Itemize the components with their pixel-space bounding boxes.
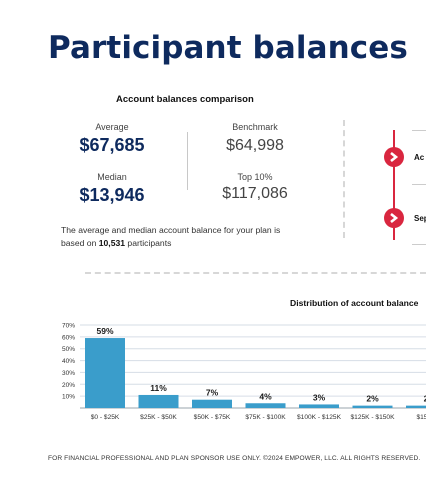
timeline-marker-1 xyxy=(384,147,404,167)
footer-disclaimer: FOR FINANCIAL PROFESSIONAL AND PLAN SPON… xyxy=(48,455,421,462)
data-label: 7% xyxy=(206,388,219,398)
benchmark-label: Benchmark xyxy=(232,122,278,132)
bar xyxy=(406,405,426,408)
timeline-line xyxy=(393,130,395,240)
data-label: 11% xyxy=(150,383,167,393)
data-label: 59% xyxy=(96,326,113,336)
timeline-item-1: Ac xyxy=(414,153,425,162)
stats-divider xyxy=(187,132,188,190)
y-tick-label: 20% xyxy=(62,382,75,389)
data-label: 3% xyxy=(313,392,326,402)
timeline-marker-2 xyxy=(384,208,404,228)
benchmark-value: $64,998 xyxy=(226,137,284,154)
balance-note: The average and median account balance f… xyxy=(61,224,306,250)
note-text: The average and median account balance f… xyxy=(61,225,281,248)
data-label: 2 xyxy=(424,394,426,404)
median-value: $13,946 xyxy=(79,185,145,205)
average-label: Average xyxy=(95,122,129,132)
bar xyxy=(138,394,179,408)
bar xyxy=(85,338,125,408)
top10-label: Top 10% xyxy=(237,172,273,182)
bar xyxy=(352,405,393,408)
average-value: $67,685 xyxy=(79,135,145,155)
chevron-right-icon xyxy=(390,213,399,223)
chevron-right-icon xyxy=(390,152,399,162)
timeline-item-2: Sep xyxy=(414,214,426,223)
section-divider-vertical xyxy=(343,120,345,238)
data-label: 4% xyxy=(259,391,272,401)
x-tick-label: $75K - $100K xyxy=(245,414,286,421)
chart-title: Distribution of account balance xyxy=(290,298,419,308)
x-tick-label: $150K xyxy=(416,414,426,421)
x-tick-label: $50K - $75K xyxy=(194,414,231,421)
y-tick-label: 50% xyxy=(62,346,75,353)
comparison-title: Account balances comparison xyxy=(116,94,254,105)
bar xyxy=(192,399,232,408)
data-label: 2% xyxy=(366,394,379,404)
timeline-rule xyxy=(412,244,426,245)
y-tick-label: 40% xyxy=(62,358,75,365)
participant-count: 10,531 xyxy=(98,238,126,248)
top10-value: $117,086 xyxy=(222,185,288,202)
y-tick-label: 70% xyxy=(62,323,75,330)
note-suffix: participants xyxy=(125,238,172,248)
bar xyxy=(245,403,286,408)
y-tick-label: 10% xyxy=(62,394,75,401)
timeline-rule xyxy=(412,130,426,131)
timeline-rule xyxy=(412,184,426,185)
bar xyxy=(299,404,339,408)
distribution-chart: 70% 60% 50% 40% 30% 20% 10% 59% $0 - $25K 11% $25K… xyxy=(62,323,426,421)
y-tick-label: 60% xyxy=(62,334,75,341)
x-tick-label: $125K - $150K xyxy=(351,414,396,421)
median-label: Median xyxy=(97,172,127,182)
y-tick-label: 30% xyxy=(62,370,75,377)
x-tick-label: $25K - $50K xyxy=(140,414,177,421)
section-divider-horizontal xyxy=(85,272,426,274)
x-tick-label: $0 - $25K xyxy=(91,414,120,421)
x-tick-label: $100K - $125K xyxy=(297,414,342,421)
page-title: Participant balances xyxy=(48,30,408,66)
